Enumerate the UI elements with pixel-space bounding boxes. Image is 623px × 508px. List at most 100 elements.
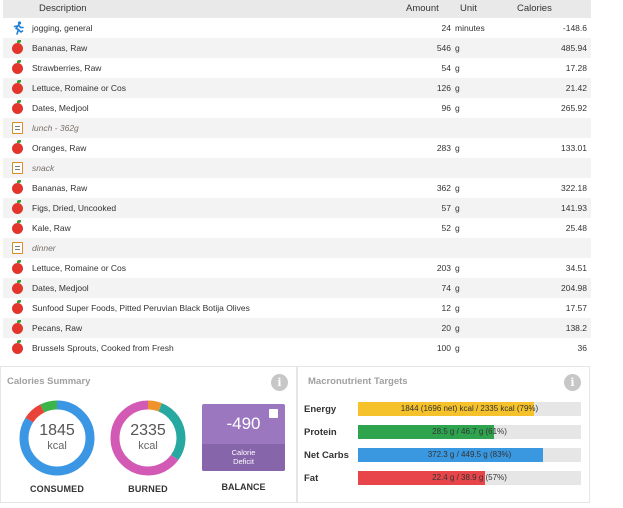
food-description: Pecans, Raw [32, 323, 83, 333]
macro-progress-text: 22.4 g / 38.9 g (57%) [432, 473, 507, 482]
balance-subtitle: Calorie Deficit [202, 444, 285, 471]
diary-food-row[interactable]: Oranges, Raw 283 g 133.01 [3, 138, 591, 158]
food-description: jogging, general [32, 23, 93, 33]
food-unit: g [455, 83, 460, 93]
food-amount: 74 [441, 283, 451, 293]
food-description: Bananas, Raw [32, 183, 88, 193]
food-unit: g [455, 43, 460, 53]
diary-food-row[interactable]: Sunfood Super Foods, Pitted Peruvian Bla… [3, 298, 591, 318]
macro-progress-bar: 1844 (1696 net) kcal / 2335 kcal (79%) [358, 402, 581, 416]
apple-icon [11, 60, 25, 75]
note-icon [11, 161, 25, 175]
diary-header: Description Amount Unit Calories [3, 0, 591, 18]
food-unit: g [455, 263, 460, 273]
diary-food-row[interactable]: Lettuce, Romaine or Cos 126 g 21.42 [3, 78, 591, 98]
balance-sub-line2: Deficit [233, 457, 254, 466]
food-description: snack [32, 163, 55, 173]
food-calories: 25.48 [565, 223, 587, 233]
food-calories: 265.92 [561, 103, 587, 113]
calories-summary-title: Calories Summary [7, 376, 91, 387]
food-unit: g [455, 343, 460, 353]
macro-name: Net Carbs [304, 450, 349, 461]
runner-icon [11, 21, 25, 35]
apple-icon [11, 80, 25, 95]
food-unit: g [455, 103, 460, 113]
macro-progress-fill [358, 471, 486, 485]
apple-icon [11, 340, 25, 355]
diary-group-row[interactable]: snack [3, 158, 591, 178]
diary-food-row[interactable]: Brussels Sprouts, Cooked from Fresh 100 g 3… [3, 338, 591, 358]
burned-donut-segment [110, 400, 186, 476]
diary-food-row[interactable]: Strawberries, Raw 54 g 17.28 [3, 58, 591, 78]
diary-food-row[interactable]: Dates, Medjool 74 g 204.98 [3, 278, 591, 298]
food-amount: 54 [441, 63, 451, 73]
food-calories: -148.6 [562, 23, 587, 33]
burned-value: 2335 [130, 422, 166, 439]
food-calories: 17.28 [565, 63, 587, 73]
info-icon[interactable]: i [564, 374, 581, 391]
diary-food-row[interactable]: Bananas, Raw 362 g 322.18 [3, 178, 591, 198]
burned-donut-chart [110, 400, 186, 476]
food-description: lunch - 362g [32, 123, 79, 133]
scale-icon [269, 409, 278, 418]
apple-icon [11, 140, 25, 155]
header-description[interactable]: Description [39, 3, 87, 14]
food-calories: 485.94 [561, 43, 587, 53]
diary-group-row[interactable]: dinner [3, 238, 591, 258]
diary-food-row[interactable]: Dates, Medjool 96 g 265.92 [3, 98, 591, 118]
consumed-donut[interactable]: 1845 kcal [17, 398, 97, 478]
diary-food-row[interactable]: Lettuce, Romaine or Cos 203 g 34.51 [3, 258, 591, 278]
apple-icon [11, 200, 25, 215]
balance-label: BALANCE [221, 482, 266, 492]
food-description: Sunfood Super Foods, Pitted Peruvian Bla… [32, 303, 250, 313]
food-amount: 546 [436, 43, 451, 53]
consumed-value: 1845 [39, 422, 75, 439]
food-description: Strawberries, Raw [32, 63, 102, 73]
consumed-label: CONSUMED [29, 484, 85, 494]
consumed-donut-chart [19, 400, 95, 476]
food-unit: g [455, 223, 460, 233]
apple-icon [11, 220, 25, 235]
food-calories: 36 [577, 343, 587, 353]
food-amount: 57 [441, 203, 451, 213]
macro-row-energy[interactable]: Energy 1844 (1696 net) kcal / 2335 kcal (… [304, 402, 584, 416]
food-diary-table: Description Amount Unit Calories jogging… [3, 0, 591, 358]
balance-card[interactable]: -490 Calorie Deficit [202, 404, 285, 471]
food-description: Oranges, Raw [32, 143, 87, 153]
balance-sub-line1: Calorie [231, 448, 256, 457]
macro-row-fat[interactable]: Fat 22.4 g / 38.9 g (57%) [304, 471, 584, 485]
info-icon[interactable]: i [271, 374, 288, 391]
burned-donut[interactable]: 2335 kcal [108, 398, 188, 478]
macro-name: Fat [304, 473, 319, 484]
food-description: Bananas, Raw [32, 43, 88, 53]
header-amount[interactable]: Amount [406, 3, 439, 14]
food-unit: minutes [455, 23, 485, 33]
macro-name: Energy [304, 404, 337, 415]
food-unit: g [455, 203, 460, 213]
food-unit: g [455, 323, 460, 333]
food-calories: 204.98 [561, 283, 587, 293]
diary-exercise-row[interactable]: jogging, general 24 minutes -148.6 [3, 18, 591, 38]
apple-icon [11, 320, 25, 335]
macro-row-protein[interactable]: Protein 28.5 g / 46.7 g (61%) [304, 425, 584, 439]
macro-row-net-carbs[interactable]: Net Carbs 372.3 g / 449.5 g (83%) [304, 448, 584, 462]
header-unit[interactable]: Unit [460, 3, 477, 14]
food-calories: 141.93 [561, 203, 587, 213]
food-amount: 96 [441, 103, 451, 113]
diary-group-row[interactable]: lunch - 362g [3, 118, 591, 138]
food-calories: 17.57 [565, 303, 587, 313]
diary-food-row[interactable]: Pecans, Raw 20 g 138.2 [3, 318, 591, 338]
diary-food-row[interactable]: Bananas, Raw 546 g 485.94 [3, 38, 591, 58]
note-icon [11, 241, 25, 255]
food-description: Dates, Medjool [32, 283, 89, 293]
burned-label: BURNED [128, 484, 168, 494]
burned-unit: kcal [138, 440, 158, 452]
header-calories[interactable]: Calories [517, 3, 552, 14]
food-description: Kale, Raw [32, 223, 71, 233]
diary-food-row[interactable]: Figs, Dried, Uncooked 57 g 141.93 [3, 198, 591, 218]
diary-food-row[interactable]: Kale, Raw 52 g 25.48 [3, 218, 591, 238]
food-unit: g [455, 283, 460, 293]
diary-rows: jogging, general 24 minutes -148.6 Bananas, … [3, 18, 591, 358]
food-unit: g [455, 303, 460, 313]
food-amount: 283 [436, 143, 451, 153]
